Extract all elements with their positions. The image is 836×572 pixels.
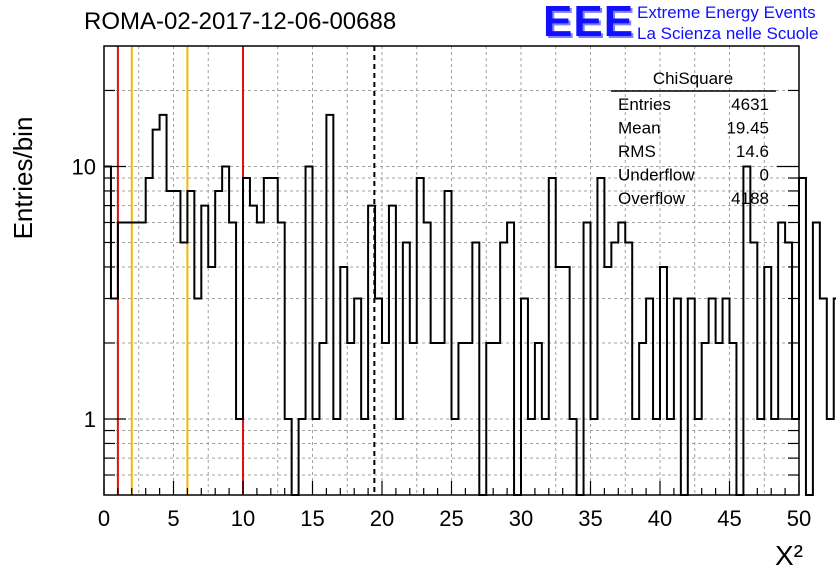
logo-caption-line1: Extreme Energy Events	[637, 3, 816, 22]
y-tick-labels: 1 10	[72, 154, 96, 432]
stats-value: 4631	[731, 95, 769, 114]
stats-rows: Entries 4631 Mean 19.45 RMS 14.6 Underflow 0 Ove…	[618, 95, 769, 208]
stats-value: 19.45	[726, 119, 769, 138]
x-tick-label: 50	[787, 506, 811, 531]
x-tick-label: 15	[300, 506, 324, 531]
stats-value: 14.6	[736, 142, 769, 161]
x-tick-label: 10	[231, 506, 255, 531]
stats-box: ChiSquare Entries 4631 Mean 19.45 RMS 14.6 Und…	[611, 69, 776, 208]
x-tick-label: 30	[509, 506, 533, 531]
stats-label: Overflow	[618, 189, 686, 208]
logo-caption-line2: La Scienza nelle Scuole	[637, 24, 819, 43]
x-axis-title: X²	[775, 540, 803, 571]
x-tick-label: 0	[98, 506, 110, 531]
x-tick-labels: 0 5 10 15 20 25 30 35 40 45 50	[98, 506, 811, 531]
x-tick-label: 25	[439, 506, 463, 531]
y-axis-title: Entries/bin	[8, 117, 38, 240]
x-tick-label: 5	[167, 506, 179, 531]
x-tick-label: 35	[578, 506, 602, 531]
reference-lines	[116, 46, 376, 495]
x-tick-label: 20	[370, 506, 394, 531]
axis-ticks	[103, 89, 800, 495]
y-tick-label: 1	[84, 407, 96, 432]
stats-label: Entries	[618, 95, 671, 114]
stats-value: 4188	[731, 189, 769, 208]
stats-label: Mean	[618, 119, 661, 138]
y-tick-label: 10	[72, 154, 96, 179]
stats-title: ChiSquare	[653, 69, 733, 88]
x-tick-label: 45	[717, 506, 741, 531]
eee-logo: EEE	[543, 0, 635, 46]
stats-label: Underflow	[618, 166, 695, 185]
x-tick-label: 40	[648, 506, 672, 531]
chart-title: ROMA-02-2017-12-06-00688	[84, 8, 397, 35]
stats-label: RMS	[618, 142, 656, 161]
stats-value: 0	[760, 166, 769, 185]
